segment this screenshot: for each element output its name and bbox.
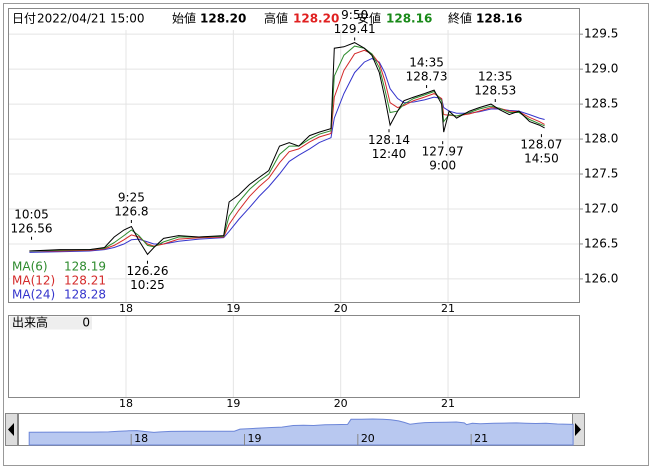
y-tick-label: 128.5 <box>584 97 618 111</box>
navigator-label: 20 <box>361 432 375 445</box>
date-label: 日付 <box>12 12 36 26</box>
x-tick-label: 19 <box>226 397 240 410</box>
y-tick-label: 129.0 <box>584 62 618 76</box>
x-tick-label: 21 <box>441 302 455 315</box>
navigator-label: 19 <box>248 432 262 445</box>
price-line <box>29 42 545 256</box>
annotation-price: 128.07 <box>520 138 562 152</box>
volume-value: 0 <box>82 316 90 330</box>
arrow-right <box>575 423 581 436</box>
y-tick-label: 127.5 <box>584 167 618 181</box>
x-tick-label: 18 <box>119 397 133 410</box>
high: 128.20 <box>293 12 339 26</box>
annotation-price: 128.14 <box>368 133 410 147</box>
legend-value: 128.21 <box>64 274 106 288</box>
header: 日付 2022/04/21 15:00 始値 128.20 高値 128.20 … <box>12 11 522 26</box>
legend-bg <box>10 288 108 302</box>
x-tick-label: 20 <box>334 397 348 410</box>
annotation-time: 10:25 <box>130 278 165 292</box>
annotation-price: 126.56 <box>11 221 53 235</box>
volume-panel <box>8 315 580 398</box>
legend-name: MA(24) <box>12 288 55 302</box>
open: 128.20 <box>200 12 246 26</box>
arrow-left <box>8 423 14 436</box>
annotation-time: 12:35 <box>478 70 513 84</box>
annotation-time: 9:50 <box>341 8 368 22</box>
annotation-price: 126.26 <box>126 264 168 278</box>
legend-name: MA(6) <box>12 260 48 274</box>
legend-name: MA(12) <box>12 274 55 288</box>
legend-value: 128.19 <box>64 260 106 274</box>
annotation-time: 9:25 <box>118 190 145 204</box>
annotation-time: 9:00 <box>429 159 456 173</box>
annotation-price: 129.41 <box>334 22 376 36</box>
close: 128.16 <box>476 12 522 26</box>
open-label: 始値 <box>172 11 196 26</box>
annotation-time: 12:40 <box>372 147 407 161</box>
annotation-price: 128.73 <box>406 70 448 84</box>
y-tick-label: 129.5 <box>584 27 618 41</box>
high-label: 高値 <box>264 11 288 26</box>
annotation-time: 14:35 <box>409 56 444 70</box>
main-panel <box>8 8 580 303</box>
navigator-label: 21 <box>474 432 488 445</box>
y-tick-label: 126.5 <box>584 236 618 250</box>
y-tick-label: 127.0 <box>584 201 618 215</box>
legend-bg <box>10 260 108 274</box>
navigator-label: 18 <box>134 432 148 445</box>
x-tick-label: 21 <box>441 397 455 410</box>
low-label: 安値 <box>357 11 381 26</box>
legend-value: 128.28 <box>64 288 106 302</box>
annotation-time: 10:05 <box>14 207 49 221</box>
x-tick-label: 19 <box>226 302 240 315</box>
x-tick-label: 18 <box>119 302 133 315</box>
annotation-time: 14:50 <box>524 152 559 166</box>
close-label: 終値 <box>448 11 472 26</box>
datetime: 2022/04/21 15:00 <box>37 12 145 26</box>
low: 128.16 <box>386 12 432 26</box>
annotation-price: 127.97 <box>422 145 464 159</box>
legend-bg <box>10 274 108 288</box>
navigator-area <box>28 418 574 446</box>
y-tick-label: 128.0 <box>584 132 618 146</box>
ma-line <box>29 49 545 252</box>
x-tick-label: 20 <box>334 302 348 315</box>
annotation-price: 128.53 <box>474 84 516 98</box>
volume-legend-bg <box>10 316 92 330</box>
annotation-price: 126.8 <box>114 204 148 218</box>
y-tick-label: 126.0 <box>584 271 618 285</box>
volume-label: 出来高 <box>12 315 48 330</box>
